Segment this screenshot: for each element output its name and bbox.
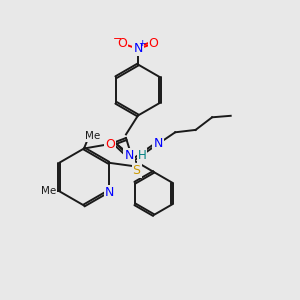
- Text: Me: Me: [85, 131, 100, 141]
- Text: +: +: [138, 39, 145, 48]
- Text: −: −: [113, 34, 122, 44]
- Text: N: N: [133, 42, 143, 56]
- Text: O: O: [149, 37, 158, 50]
- Text: H: H: [137, 149, 146, 162]
- Text: O: O: [105, 138, 115, 152]
- Text: O: O: [118, 37, 127, 50]
- Text: Me: Me: [40, 186, 56, 196]
- Text: S: S: [133, 164, 141, 177]
- Text: N: N: [124, 149, 134, 162]
- Text: N: N: [105, 186, 114, 199]
- Text: N: N: [153, 137, 163, 150]
